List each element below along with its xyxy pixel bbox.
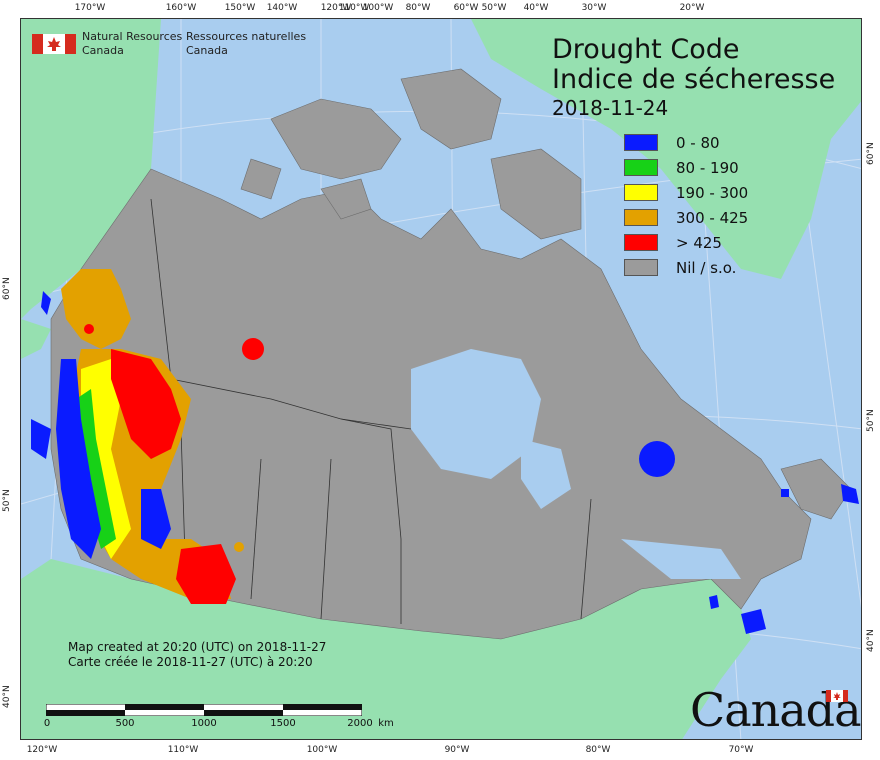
legend-item: Nil / s.o.	[624, 259, 824, 281]
org-name-en: Natural Resources Canada	[82, 30, 182, 58]
top-tick-label: 40°W	[523, 3, 549, 13]
right-tick-label: 50°N	[866, 409, 876, 432]
legend-swatch	[624, 209, 658, 226]
drought-code-map[interactable]	[20, 18, 862, 740]
top-tick-label: 140°W	[266, 3, 298, 13]
top-tick-label: 60°W	[453, 3, 479, 13]
top-tick-label: 110°W	[338, 3, 370, 13]
scale-label: 1500	[270, 718, 296, 729]
scale-label: 2000	[347, 718, 373, 729]
scale-label: 1000	[191, 718, 217, 729]
hudson-bay	[411, 349, 741, 579]
top-tick-label: 80°W	[405, 3, 431, 13]
top-tick-label: 50°W	[481, 3, 507, 13]
legend-swatch	[624, 134, 658, 151]
map-credit: Map created at 20:20 (UTC) on 2018-11-27…	[68, 640, 326, 670]
map-title-en: Drought Code	[552, 34, 740, 65]
top-tick-label: 120°W	[320, 3, 352, 13]
legend-label: 190 - 300	[676, 184, 749, 202]
left-tick-label: 50°N	[2, 489, 12, 512]
credit-line-en: Map created at 20:20 (UTC) on 2018-11-27	[68, 640, 327, 654]
map-canvas	[21, 19, 861, 739]
canada-flag-icon	[32, 34, 76, 54]
top-tick-label: 150°W	[224, 3, 256, 13]
scale-bar	[46, 704, 362, 716]
bottom-tick-label: 120°W	[26, 745, 58, 755]
bottom-tick-label: 90°W	[444, 745, 470, 755]
org-name-en-line1: Natural Resources	[82, 30, 183, 43]
top-tick-label: 160°W	[165, 3, 197, 13]
bottom-tick-label: 80°W	[585, 745, 611, 755]
top-tick-label: 100°W	[362, 3, 394, 13]
legend-label: 0 - 80	[676, 134, 720, 152]
right-tick-label: 40°N	[866, 629, 876, 652]
scale-label: 0	[43, 718, 51, 729]
top-tick-label: 30°W	[581, 3, 607, 13]
org-name-fr-line2: Canada	[186, 44, 228, 57]
legend-item: 80 - 190	[624, 159, 824, 181]
legend-label: 80 - 190	[676, 159, 739, 177]
top-tick-label: 170°W	[74, 3, 106, 13]
legend-item: 300 - 425	[624, 209, 824, 231]
right-tick-label: 60°N	[866, 142, 876, 165]
legend-item: 190 - 300	[624, 184, 824, 206]
org-name-fr: Ressources naturelles Canada	[186, 30, 306, 58]
legend-label: Nil / s.o.	[676, 259, 737, 277]
credit-line-fr: Carte créée le 2018-11-27 (UTC) à 20:20	[68, 655, 313, 669]
legend-label: 300 - 425	[676, 209, 749, 227]
scale-label: 500	[115, 718, 135, 729]
scale-label: km	[378, 718, 394, 729]
top-tick-label: 20°W	[679, 3, 705, 13]
left-tick-label: 60°N	[2, 277, 12, 300]
legend-swatch	[624, 259, 658, 276]
legend-swatch	[624, 184, 658, 201]
org-name-en-line2: Canada	[82, 44, 124, 57]
legend-swatch	[624, 234, 658, 251]
map-date: 2018-11-24	[552, 96, 669, 120]
bottom-tick-label: 110°W	[167, 745, 199, 755]
legend-item: 0 - 80	[624, 134, 824, 156]
canada-wordmark-flag-icon	[826, 690, 848, 702]
bottom-tick-label: 70°W	[728, 745, 754, 755]
map-title-fr: Indice de sécheresse	[552, 64, 836, 95]
legend-label: > 425	[676, 234, 722, 252]
legend-swatch	[624, 159, 658, 176]
left-tick-label: 40°N	[2, 685, 12, 708]
bottom-tick-label: 100°W	[306, 745, 338, 755]
legend-item: > 425	[624, 234, 824, 256]
drought-classes	[31, 269, 859, 634]
org-name-fr-line1: Ressources naturelles	[186, 30, 307, 43]
